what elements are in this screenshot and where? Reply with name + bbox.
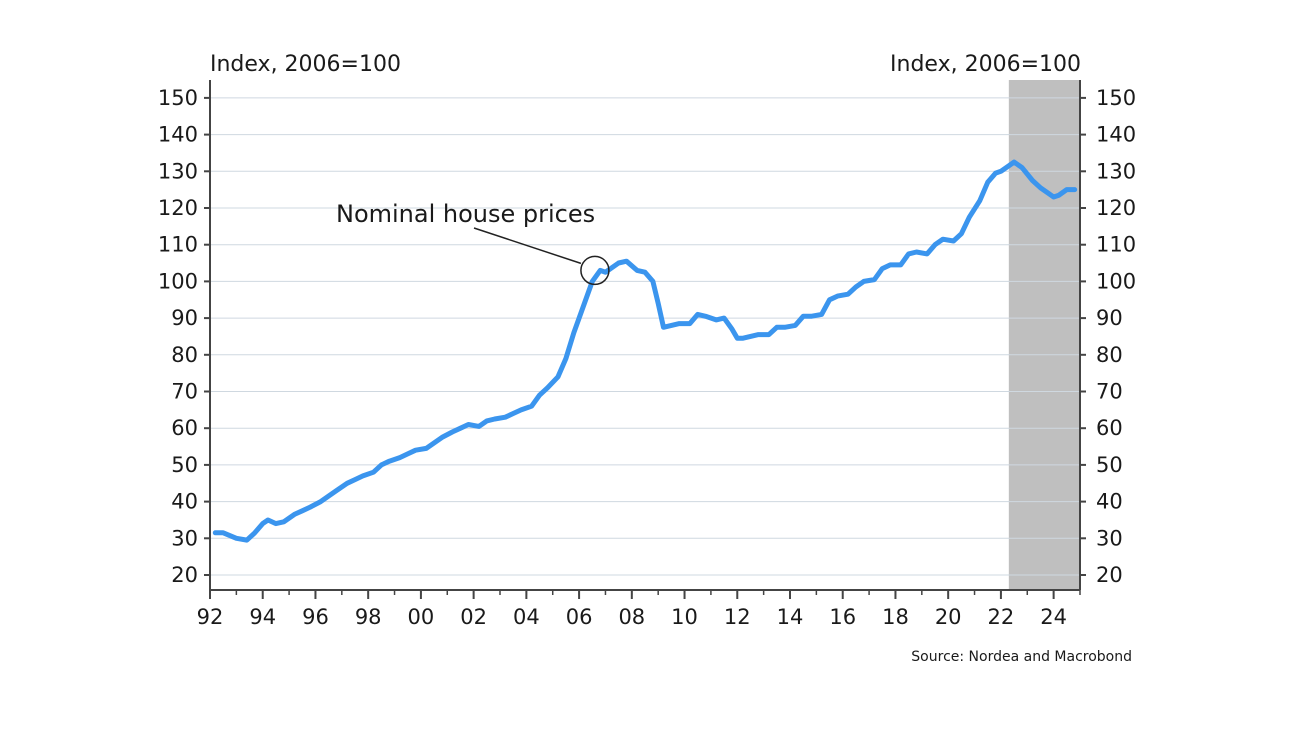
y-axis-right-unit: Index, 2006=100 <box>890 52 1081 77</box>
y-tick-label-left: 70 <box>171 380 198 404</box>
y-tick-label-right: 110 <box>1096 233 1136 257</box>
y-tick-label-left: 150 <box>158 86 198 110</box>
gridlines <box>210 97 1080 576</box>
x-tick-label: 22 <box>988 605 1015 629</box>
y-tick-label-right: 50 <box>1096 453 1123 477</box>
y-tick-label-right: 130 <box>1096 159 1136 183</box>
y-tick-label-right: 80 <box>1096 343 1123 367</box>
x-axis: 92 94 96 98 00 02 04 06 08 10 12 14 16 18 20 22 24 <box>197 590 1081 629</box>
shaded-region-rect <box>1008 80 1080 590</box>
x-tick-label: 14 <box>777 605 804 629</box>
x-tick-label: 24 <box>1040 605 1067 629</box>
x-tick-label: 12 <box>724 605 751 629</box>
x-tick-label: 20 <box>935 605 962 629</box>
y-tick-label-left: 110 <box>158 233 198 257</box>
y-tick-label-right: 120 <box>1096 196 1136 220</box>
x-tick-label: 92 <box>197 605 224 629</box>
x-tick-label: 16 <box>829 605 856 629</box>
y-tick-label-right: 150 <box>1096 86 1136 110</box>
y-axis-left: 20 30 40 50 60 70 80 90 100 110 120 130 140 150 <box>158 86 210 587</box>
y-tick-label-right: 30 <box>1096 526 1123 550</box>
x-tick-label: 00 <box>408 605 435 629</box>
x-tick-label: 06 <box>566 605 593 629</box>
axes <box>209 80 1081 591</box>
x-tick-label: 10 <box>671 605 698 629</box>
annotation-leader-line <box>473 227 582 265</box>
y-tick-label-left: 20 <box>171 563 198 587</box>
x-tick-label: 08 <box>618 605 645 629</box>
y-tick-label-right: 100 <box>1096 269 1136 293</box>
y-tick-label-left: 80 <box>171 343 198 367</box>
x-tick-label: 94 <box>249 605 276 629</box>
series-layer <box>212 159 1078 543</box>
y-tick-label-left: 60 <box>171 416 198 440</box>
y-tick-label-left: 90 <box>171 306 198 330</box>
annotation-layer: Nominal house prices <box>336 200 610 286</box>
y-tick-label-right: 40 <box>1096 490 1123 514</box>
annotation-label: Nominal house prices <box>336 200 595 228</box>
shaded-forecast-region <box>1008 80 1080 590</box>
x-tick-label: 02 <box>460 605 487 629</box>
x-tick-label: 96 <box>302 605 329 629</box>
y-axis-left-unit: Index, 2006=100 <box>210 52 401 77</box>
y-tick-label-right: 20 <box>1096 563 1123 587</box>
y-tick-label-left: 100 <box>158 269 198 293</box>
y-tick-label-left: 120 <box>158 196 198 220</box>
source-note: Source: Nordea and Macrobond <box>911 649 1132 665</box>
y-tick-label-right: 60 <box>1096 416 1123 440</box>
y-tick-label-left: 130 <box>158 159 198 183</box>
x-tick-label: 04 <box>513 605 540 629</box>
y-tick-label-right: 90 <box>1096 306 1123 330</box>
x-tick-label: 18 <box>882 605 909 629</box>
y-tick-label-right: 140 <box>1096 123 1136 147</box>
annotation-circle <box>580 255 610 286</box>
series-line-nominal-house-prices <box>212 159 1078 543</box>
y-axis-right: 20 30 40 50 60 70 80 90 100 110 120 130 140 150 <box>1080 86 1136 587</box>
y-tick-label-left: 140 <box>158 123 198 147</box>
y-tick-label-left: 40 <box>171 490 198 514</box>
y-tick-label-left: 30 <box>171 526 198 550</box>
y-tick-label-left: 50 <box>171 453 198 477</box>
x-tick-label: 98 <box>355 605 382 629</box>
y-tick-label-right: 70 <box>1096 380 1123 404</box>
